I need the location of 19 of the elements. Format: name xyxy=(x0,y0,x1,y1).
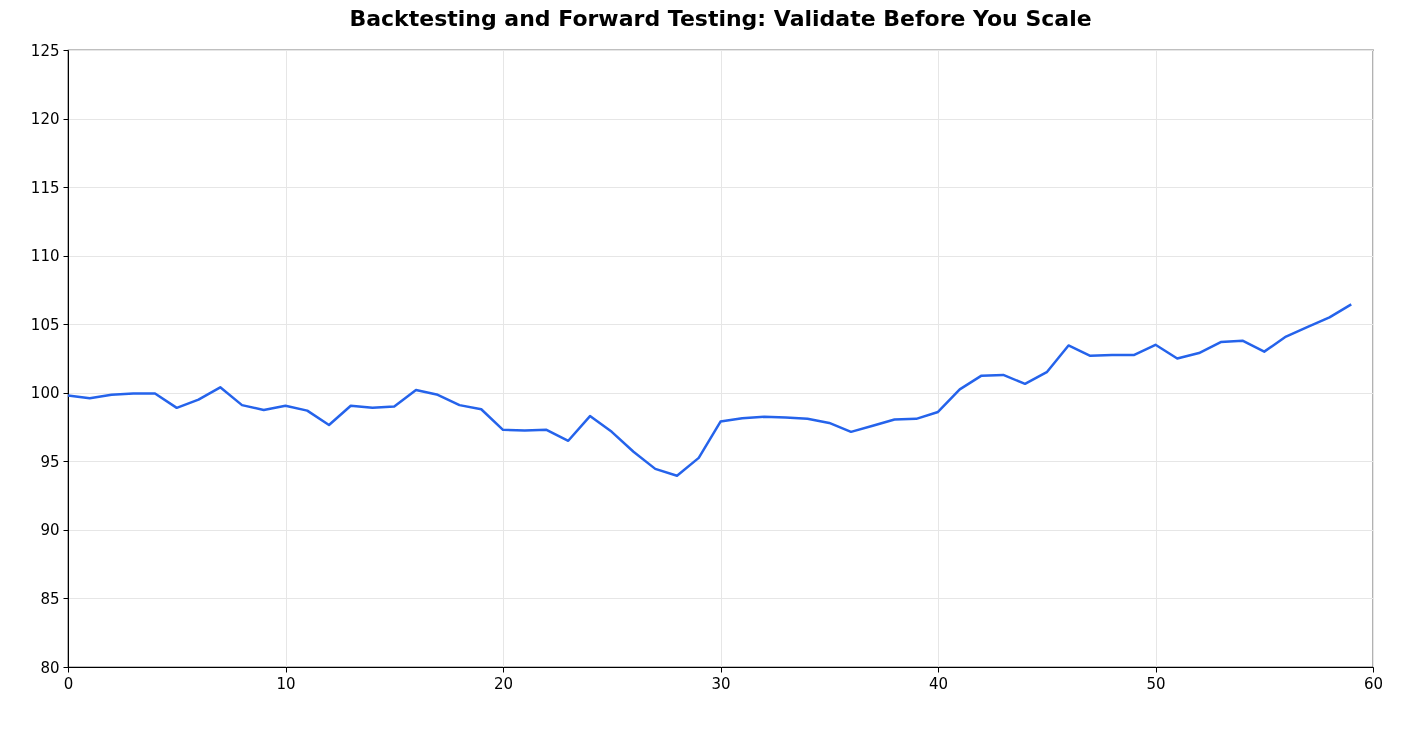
y-tick-label: 95 xyxy=(40,452,60,471)
y-tick-label: 85 xyxy=(40,589,60,608)
x-tick-label: 30 xyxy=(711,674,731,693)
y-tick-label: 90 xyxy=(40,521,60,540)
chart-title: Backtesting and Forward Testing: Validate Before You Scale xyxy=(349,6,1092,31)
y-tick-label: 100 xyxy=(30,384,60,403)
y-tick-label: 115 xyxy=(30,178,60,197)
x-tick-label: 50 xyxy=(1146,674,1166,693)
y-tick-label: 110 xyxy=(30,247,60,266)
x-tick-label: 10 xyxy=(276,674,296,693)
x-tick-label: 40 xyxy=(928,674,949,693)
line-series xyxy=(66,303,1353,477)
x-tick-label: 60 xyxy=(1363,674,1384,693)
x-tick-label: 0 xyxy=(63,674,74,693)
x-tick-label: 20 xyxy=(493,674,514,693)
y-tick-label: 80 xyxy=(40,658,60,677)
y-tick-label: 125 xyxy=(30,41,60,60)
y-tick-label: 120 xyxy=(30,110,60,129)
y-tick-label: 105 xyxy=(30,315,60,334)
